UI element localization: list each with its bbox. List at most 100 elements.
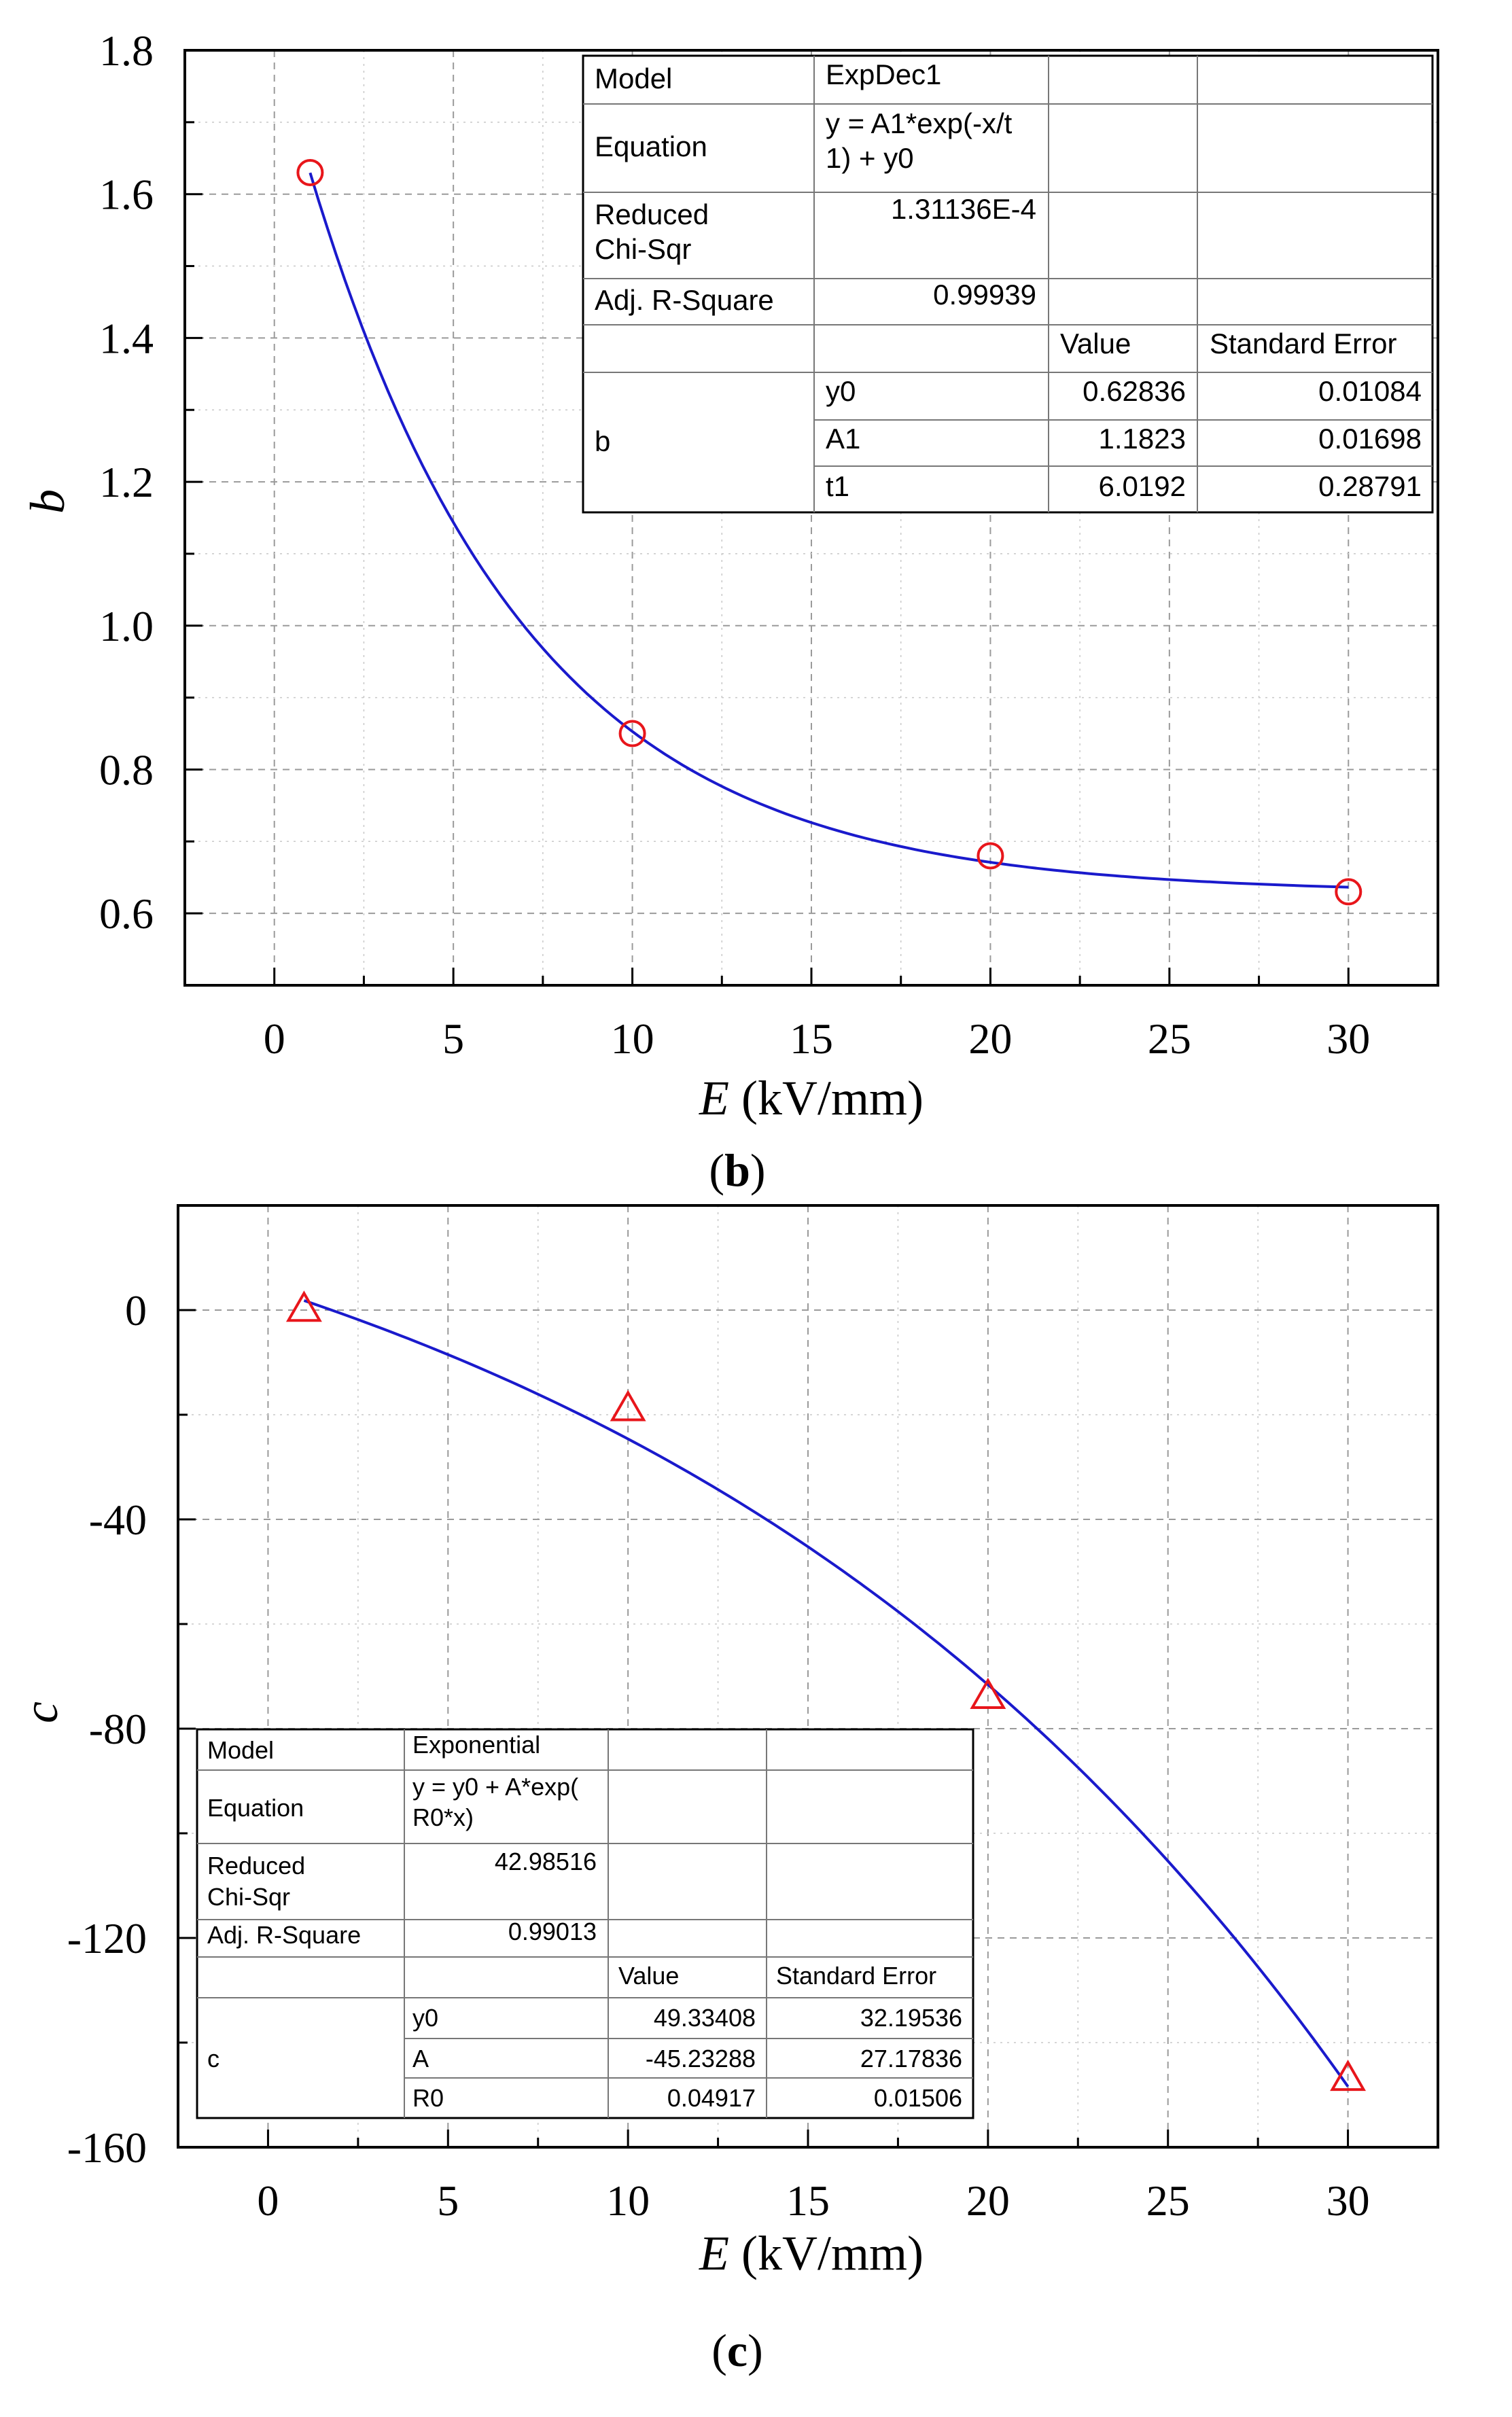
b-data-point bbox=[618, 720, 646, 747]
b-equation-line-1: y = A1*exp(-x/t bbox=[826, 107, 1013, 139]
c-param-value-0: 49.33408 bbox=[654, 2004, 756, 2032]
b-param-value-0: 0.62836 bbox=[1083, 375, 1186, 407]
panel-c-x-axis-symbol: E bbox=[699, 2226, 729, 2280]
c-chisqr-value: 42.98516 bbox=[495, 1848, 597, 1875]
c-x-tick-label: 15 bbox=[786, 2176, 830, 2225]
c-y-tick-label: -80 bbox=[89, 1705, 147, 1753]
c-group-label: c bbox=[207, 2045, 219, 2072]
panel-b-chart: 0 5 10 15 20 25 30 0.6 0.8 1.0 1.2 1.4 1.6 1.8 Model … bbox=[20, 27, 1439, 1196]
b-data-point bbox=[296, 158, 324, 186]
b-param-name-0: y0 bbox=[826, 375, 856, 407]
panel-b-x-axis-unit: (kV/mm) bbox=[729, 1071, 924, 1125]
b-x-tick-label: 15 bbox=[790, 1015, 833, 1063]
c-error-header: Standard Error bbox=[776, 1962, 936, 1990]
c-param-name-1: A bbox=[412, 2045, 429, 2072]
c-param-value-2: 0.04917 bbox=[667, 2084, 756, 2112]
panel-b-x-axis-title: E (kV/mm) bbox=[699, 1071, 924, 1125]
b-param-error-1: 0.01698 bbox=[1318, 423, 1422, 455]
c-param-name-0: y0 bbox=[412, 2004, 438, 2032]
panel-b-x-axis-symbol: E bbox=[699, 1071, 729, 1125]
c-param-error-0: 32.19536 bbox=[860, 2004, 962, 2032]
b-y-tick-label: 1.6 bbox=[99, 171, 154, 219]
b-y-tick-label: 1.0 bbox=[99, 602, 154, 650]
b-equation-line-2: 1) + y0 bbox=[826, 142, 914, 174]
b-y-tick-label: 1.2 bbox=[99, 458, 154, 506]
c-data-point bbox=[1330, 2060, 1367, 2092]
b-param-error-2: 0.28791 bbox=[1318, 470, 1422, 502]
c-param-value-1: -45.23288 bbox=[646, 2045, 756, 2072]
panel-b-fit-curve bbox=[309, 172, 1349, 889]
c-value-header: Value bbox=[618, 1962, 679, 1990]
b-value-header: Value bbox=[1060, 328, 1131, 359]
b-param-error-0: 0.01084 bbox=[1318, 375, 1422, 407]
c-x-tick-label: 5 bbox=[437, 2176, 459, 2225]
c-model-label: Model bbox=[207, 1736, 274, 1764]
c-y-tick-label: 0 bbox=[125, 1286, 147, 1335]
panel-c-data-points bbox=[285, 1290, 1367, 2092]
panel-c-fit-table: Model Exponential Equation y = y0 + A*ex… bbox=[196, 1728, 974, 2119]
b-param-name-2: t1 bbox=[826, 470, 849, 502]
b-param-value-2: 6.0192 bbox=[1099, 470, 1186, 502]
b-equation-label: Equation bbox=[595, 130, 707, 162]
b-x-tick-label: 10 bbox=[611, 1015, 654, 1063]
c-x-tick-label: 25 bbox=[1146, 2176, 1190, 2225]
c-r2-value: 0.99013 bbox=[508, 1918, 597, 1945]
b-x-tick-label: 5 bbox=[442, 1015, 464, 1063]
c-y-tick-label: -120 bbox=[67, 1914, 147, 1962]
panel-b-tick-labels: 0 5 10 15 20 25 30 0.6 0.8 1.0 1.2 1.4 1.6 1.8 bbox=[99, 27, 1370, 1063]
panel-b-plot-frame bbox=[183, 49, 1439, 987]
b-x-tick-label: 0 bbox=[264, 1015, 285, 1063]
b-data-point bbox=[1335, 878, 1362, 906]
b-error-header: Standard Error bbox=[1210, 328, 1396, 359]
b-model-value: ExpDec1 bbox=[826, 58, 941, 90]
c-equation-label: Equation bbox=[207, 1794, 304, 1822]
b-param-name-1: A1 bbox=[826, 423, 860, 455]
panel-b-caption: (b) bbox=[709, 1144, 765, 1196]
c-x-tick-label: 0 bbox=[257, 2176, 279, 2225]
b-data-point bbox=[977, 842, 1004, 870]
c-chisqr-label-line-1: Reduced bbox=[207, 1852, 305, 1880]
b-group-label: b bbox=[595, 425, 610, 457]
c-y-tick-label: -40 bbox=[89, 1496, 147, 1544]
panel-c-caption: (c) bbox=[711, 2325, 763, 2376]
c-param-name-2: R0 bbox=[412, 2084, 444, 2112]
b-r2-value: 0.99939 bbox=[933, 279, 1036, 311]
b-model-label: Model bbox=[595, 63, 672, 94]
c-param-error-2: 0.01506 bbox=[874, 2084, 962, 2112]
b-y-tick-label: 0.6 bbox=[99, 889, 154, 938]
b-y-tick-label: 0.8 bbox=[99, 745, 154, 794]
panel-c-plot-frame bbox=[177, 1204, 1439, 2149]
b-x-tick-label: 30 bbox=[1326, 1015, 1370, 1063]
c-r2-label: Adj. R-Square bbox=[207, 1921, 361, 1949]
b-chisqr-label-line-1: Reduced bbox=[595, 198, 709, 230]
b-r2-label: Adj. R-Square bbox=[595, 284, 774, 316]
c-model-value: Exponential bbox=[412, 1731, 540, 1759]
c-x-tick-label: 10 bbox=[606, 2176, 650, 2225]
c-equation-line-1: y = y0 + A*exp( bbox=[412, 1773, 578, 1801]
c-chisqr-label-line-2: Chi-Sqr bbox=[207, 1883, 290, 1911]
panel-c-x-axis-title: E (kV/mm) bbox=[699, 2226, 924, 2280]
c-data-point bbox=[610, 1390, 646, 1422]
c-x-tick-label: 30 bbox=[1326, 2176, 1370, 2225]
panel-c-x-axis-unit: (kV/mm) bbox=[729, 2226, 924, 2280]
panel-b-data-points bbox=[296, 158, 1362, 906]
c-y-tick-label: -160 bbox=[67, 2123, 147, 2172]
b-y-tick-label: 1.8 bbox=[99, 27, 154, 75]
b-param-value-1: 1.1823 bbox=[1099, 423, 1186, 455]
panel-b-y-axis-title: b bbox=[20, 489, 75, 514]
c-data-point bbox=[285, 1290, 322, 1322]
c-param-error-1: 27.17836 bbox=[860, 2045, 962, 2072]
b-x-tick-label: 25 bbox=[1148, 1015, 1191, 1063]
c-data-point bbox=[970, 1677, 1006, 1709]
panel-c-chart: 0 5 10 15 20 25 30 -160 -120 -80 -40 0 Model Expone… bbox=[14, 1204, 1439, 2376]
b-chisqr-label-line-2: Chi-Sqr bbox=[595, 233, 691, 265]
b-x-tick-label: 20 bbox=[968, 1015, 1012, 1063]
panel-c-tick-labels: 0 5 10 15 20 25 30 -160 -120 -80 -40 0 bbox=[67, 1286, 1370, 2225]
b-y-tick-label: 1.4 bbox=[99, 314, 154, 362]
panel-b-fit-table: Model ExpDec1 Equation y = A1*exp(-x/t 1… bbox=[582, 54, 1434, 514]
c-equation-line-2: R0*x) bbox=[412, 1803, 474, 1831]
panel-c-fit-curve bbox=[303, 1299, 1350, 2087]
panel-c-y-axis-title: c bbox=[14, 1701, 68, 1723]
c-x-tick-label: 20 bbox=[966, 2176, 1010, 2225]
